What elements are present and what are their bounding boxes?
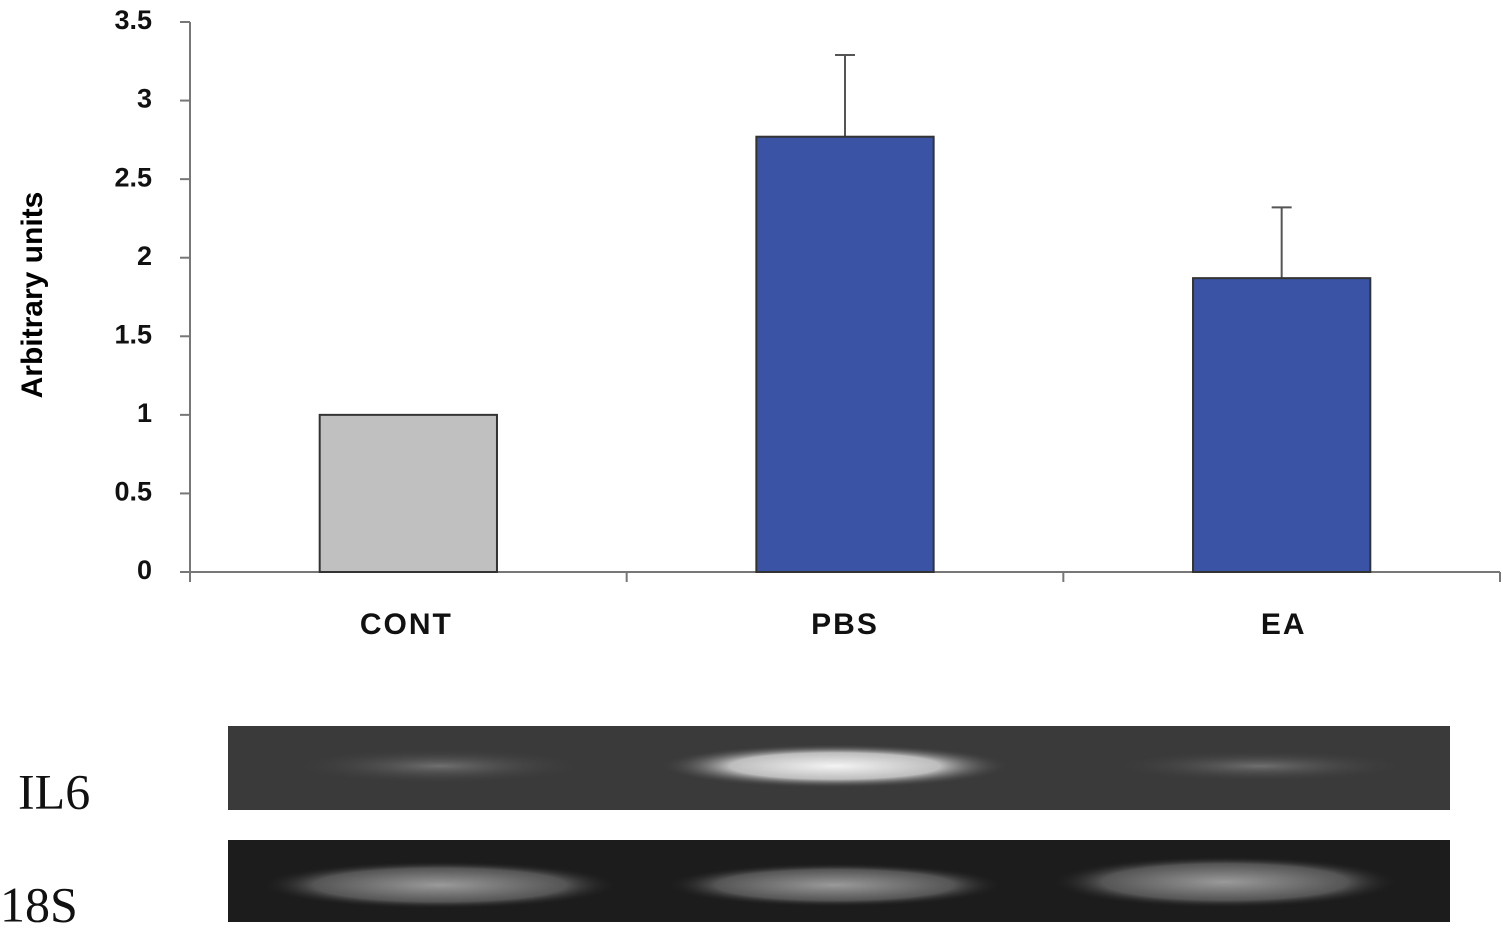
x-tick-label: EA bbox=[1261, 608, 1307, 641]
y-tick-label: 3 bbox=[137, 84, 152, 114]
y-tick-label: 3.5 bbox=[114, 5, 152, 35]
y-tick-label: 2 bbox=[137, 241, 152, 271]
bar bbox=[755, 135, 935, 573]
x-tick-label: CONT bbox=[360, 608, 453, 641]
x-tick-label: PBS bbox=[811, 608, 879, 641]
y-tick-label: 0 bbox=[137, 555, 152, 585]
gel-row-label: IL6 bbox=[18, 763, 90, 819]
y-tick-label: 2.5 bbox=[114, 162, 152, 192]
gel-image bbox=[228, 726, 1450, 922]
y-tick-label: 0.5 bbox=[114, 477, 152, 507]
bar bbox=[1192, 277, 1372, 573]
y-tick-label: 1 bbox=[137, 398, 152, 428]
y-axis-label: Arbitrary units bbox=[16, 192, 49, 399]
bar bbox=[318, 413, 498, 573]
gel-row-label: 18S bbox=[0, 876, 78, 932]
y-tick-label: 1.5 bbox=[114, 319, 152, 349]
